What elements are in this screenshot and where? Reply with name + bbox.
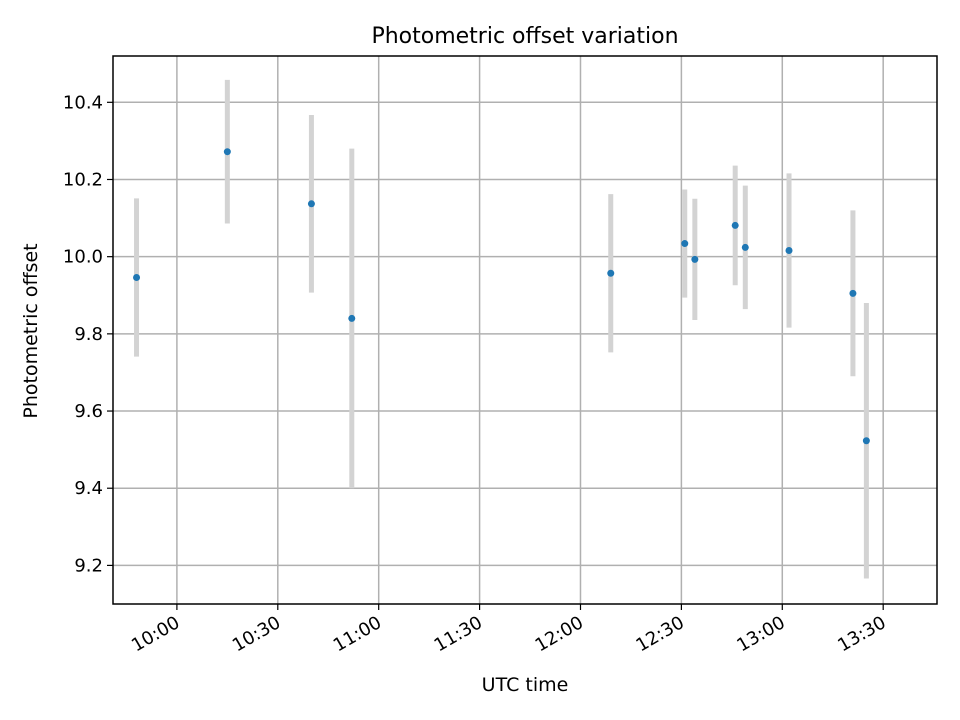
grid xyxy=(113,56,937,604)
x-tick-label: 11:00 xyxy=(330,612,385,656)
x-tick-label: 11:30 xyxy=(431,612,486,656)
data-point xyxy=(862,437,870,445)
x-tick-label: 13:00 xyxy=(733,612,788,656)
x-axis-label: UTC time xyxy=(482,674,569,696)
data-point xyxy=(223,148,231,156)
x-tick-label: 10:00 xyxy=(128,612,183,656)
data-point xyxy=(731,221,739,229)
y-tick-label: 9.8 xyxy=(74,324,103,345)
y-tick-label: 9.4 xyxy=(74,478,103,499)
x-tick-label: 12:30 xyxy=(632,612,687,656)
y-tick-label: 10.4 xyxy=(63,92,103,113)
y-axis-label: Photometric offset xyxy=(20,243,42,418)
data-point xyxy=(741,243,749,251)
plot-frame xyxy=(112,55,938,605)
y-tick-label: 10.2 xyxy=(63,169,103,190)
x-tick-label: 10:30 xyxy=(229,612,284,656)
data-point xyxy=(849,289,857,297)
axis-ticks: 10:00 10:30 11:00 11:30 12:00 12:30 13:00 13:30… xyxy=(63,92,890,656)
x-tick-label: 13:30 xyxy=(834,612,889,656)
data-point xyxy=(307,200,315,208)
x-tick-label: 12:00 xyxy=(532,612,587,656)
data-point xyxy=(348,314,356,322)
data-point xyxy=(133,274,141,282)
y-tick-label: 10.0 xyxy=(63,247,103,268)
data-series xyxy=(133,79,870,579)
data-point xyxy=(691,255,699,263)
y-tick-label: 9.2 xyxy=(74,555,103,576)
data-point xyxy=(607,269,615,277)
data-point xyxy=(681,240,689,248)
y-tick-label: 9.6 xyxy=(74,401,103,422)
chart-title: Photometric offset variation xyxy=(371,24,678,49)
data-point xyxy=(785,247,793,255)
